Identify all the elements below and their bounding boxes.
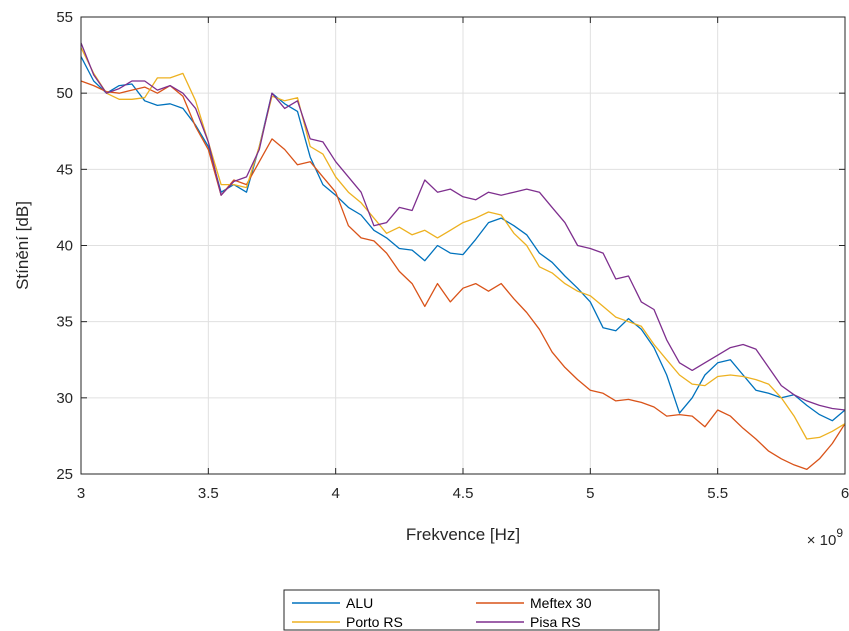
x-axis-title: Frekvence [Hz] [406,525,520,544]
y-tick-label: 35 [56,314,73,331]
y-tick-label: 40 [56,238,73,255]
y-axis-title: Stínění [dB] [13,201,32,290]
axis-ticks: 3 3.5 4 4.5 5 5.5 6 25 30 35 40 45 50 55 [56,9,849,502]
x-axis-exponent-power: 9 [836,526,843,540]
x-tick-label: 4.5 [453,485,474,502]
y-tick-label: 50 [56,85,73,102]
series-line-pisa-rs [80,42,846,411]
legend-box [283,589,660,631]
legend-label-alu: ALU [346,595,373,611]
x-tick-label: 5 [586,485,594,502]
x-tick-label: 6 [841,485,849,502]
x-axis-exponent: × 109 [807,526,844,549]
x-tick-label: 5.5 [707,485,728,502]
legend-label-pisa-rs: Pisa RS [530,614,581,630]
y-tick-label: 30 [56,390,73,407]
legend-label-porto-rs: Porto RS [346,614,403,630]
x-tick-label: 3 [77,485,85,502]
series-line-alu [80,56,846,422]
y-tick-label: 25 [56,466,73,483]
y-tick-label: 45 [56,161,73,178]
x-tick-label: 3.5 [198,485,219,502]
series-line-meftex-30 [80,80,846,471]
series-lines [80,42,846,471]
x-tick-label: 4 [331,485,339,502]
legend-label-meftex-30: Meftex 30 [530,595,592,611]
x-axis-exponent-base: × 10 [807,532,837,549]
y-tick-label: 55 [56,9,73,26]
legend: ALU Meftex 30 Porto RS Pisa RS [283,589,660,631]
